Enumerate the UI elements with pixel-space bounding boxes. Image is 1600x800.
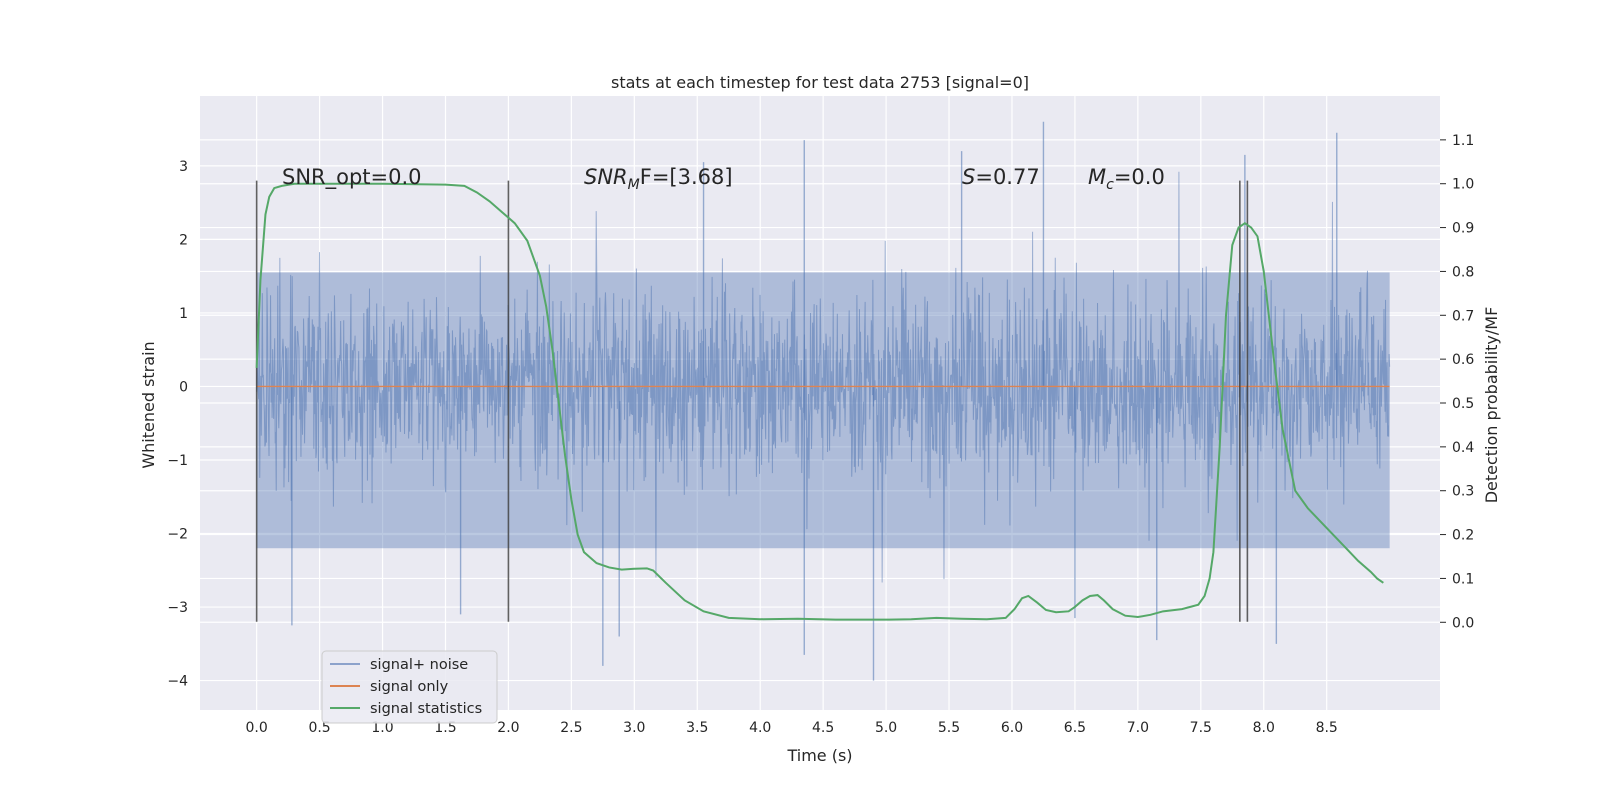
signal-statistics-series [255,182,1384,621]
vertical-markers [255,180,1249,622]
snr-mf-rest: F=[3.68] [640,165,733,189]
annotation-snr-opt: SNR_opt=0.0 [282,165,422,190]
y-right-tick-label: 0.8 [1452,264,1474,280]
x-tick-label: 0.5 [308,720,330,736]
mc-base: M [1088,165,1106,189]
x-tick-label: 2.5 [560,720,582,736]
y-right-tick-label: 0.2 [1452,528,1474,544]
y-left-tick-label: 1 [179,306,188,322]
y-right-tick-label: 0.7 [1452,308,1474,324]
annotation-mc: Mc=0.0 [1088,165,1165,193]
annotation-s: S=0.77 [962,165,1040,189]
signal-statistics-line [255,182,1384,621]
signal-noise-series [256,121,1391,681]
x-tick-label: 6.0 [1001,720,1023,736]
mc-rest: =0.0 [1114,165,1165,189]
y-left-tick-labels: 3 2 1 0 −1 −2 −3 −4 [167,159,188,690]
y-right-tick-label: 0.6 [1452,352,1474,368]
x-tick-label: 7.5 [1190,720,1212,736]
y-right-tick-label: 0.4 [1452,440,1474,456]
x-axis-label: Time (s) [786,746,852,765]
x-tick-label: 2.0 [497,720,519,736]
y-right-tick-label: 0.1 [1452,571,1474,587]
chart-title: stats at each timestep for test data 275… [611,73,1029,92]
noise-core-band [256,272,1390,549]
y-right-tick-label: 0.0 [1452,615,1474,631]
snr-mf-base: SNR [584,165,628,189]
s-base: S [962,165,975,189]
x-tick-label: 7.0 [1127,720,1149,736]
annotation-snr-mf: SNRMF=[3.68] [584,165,733,193]
x-tick-label: 1.0 [371,720,393,736]
x-tick-label: 3.5 [686,720,708,736]
legend-label-signal-noise: signal+ noise [370,657,468,673]
x-tick-label: 5.0 [875,720,897,736]
y-axis-right-label: Detection probability/MF [1482,307,1501,504]
y-right-tick-labels: 1.1 1.0 0.9 0.8 0.7 0.6 0.5 0.4 0.3 0.2 0.1 0.0 [1440,133,1474,631]
y-right-tick-label: 0.9 [1452,221,1474,237]
mc-sub: c [1106,177,1114,193]
y-left-tick-label: −3 [167,600,188,616]
y-left-tick-label: −2 [167,527,188,543]
y-left-tick-label: 0 [179,379,188,395]
snr-mf-sub: M [628,177,640,193]
y-right-tick-label: 0.5 [1452,396,1474,412]
x-tick-label: 8.5 [1316,720,1338,736]
y-right-tick-label: 0.3 [1452,484,1474,500]
noise-trace [256,171,1391,583]
y-axis-left-label: Whitened strain [139,341,158,468]
y-left-tick-label: −4 [167,674,188,690]
legend: signal+ noise signal only signal statist… [321,650,498,724]
x-tick-labels: 0.0 0.5 1.0 1.5 2.0 2.5 3.0 3.5 4.0 4.5 5.0 5.5 6.0 6… [246,720,1338,736]
legend-label-signal-only: signal only [370,679,449,695]
y-left-tick-label: −1 [167,453,188,469]
s-rest: =0.77 [975,165,1039,189]
x-tick-label: 3.0 [623,720,645,736]
x-tick-label: 1.5 [434,720,456,736]
y-right-tick-label: 1.0 [1452,177,1474,193]
y-left-tick-label: 2 [179,232,188,248]
x-tick-label: 5.5 [938,720,960,736]
x-tick-label: 0.0 [246,720,268,736]
legend-box [321,650,498,724]
x-tick-label: 4.0 [749,720,771,736]
x-tick-label: 6.5 [1064,720,1086,736]
y-right-tick-label: 1.1 [1452,133,1474,149]
legend-label-signal-statistics: signal statistics [370,701,482,717]
x-tick-label: 8.0 [1253,720,1275,736]
y-left-tick-label: 3 [179,159,188,175]
x-tick-label: 4.5 [812,720,834,736]
